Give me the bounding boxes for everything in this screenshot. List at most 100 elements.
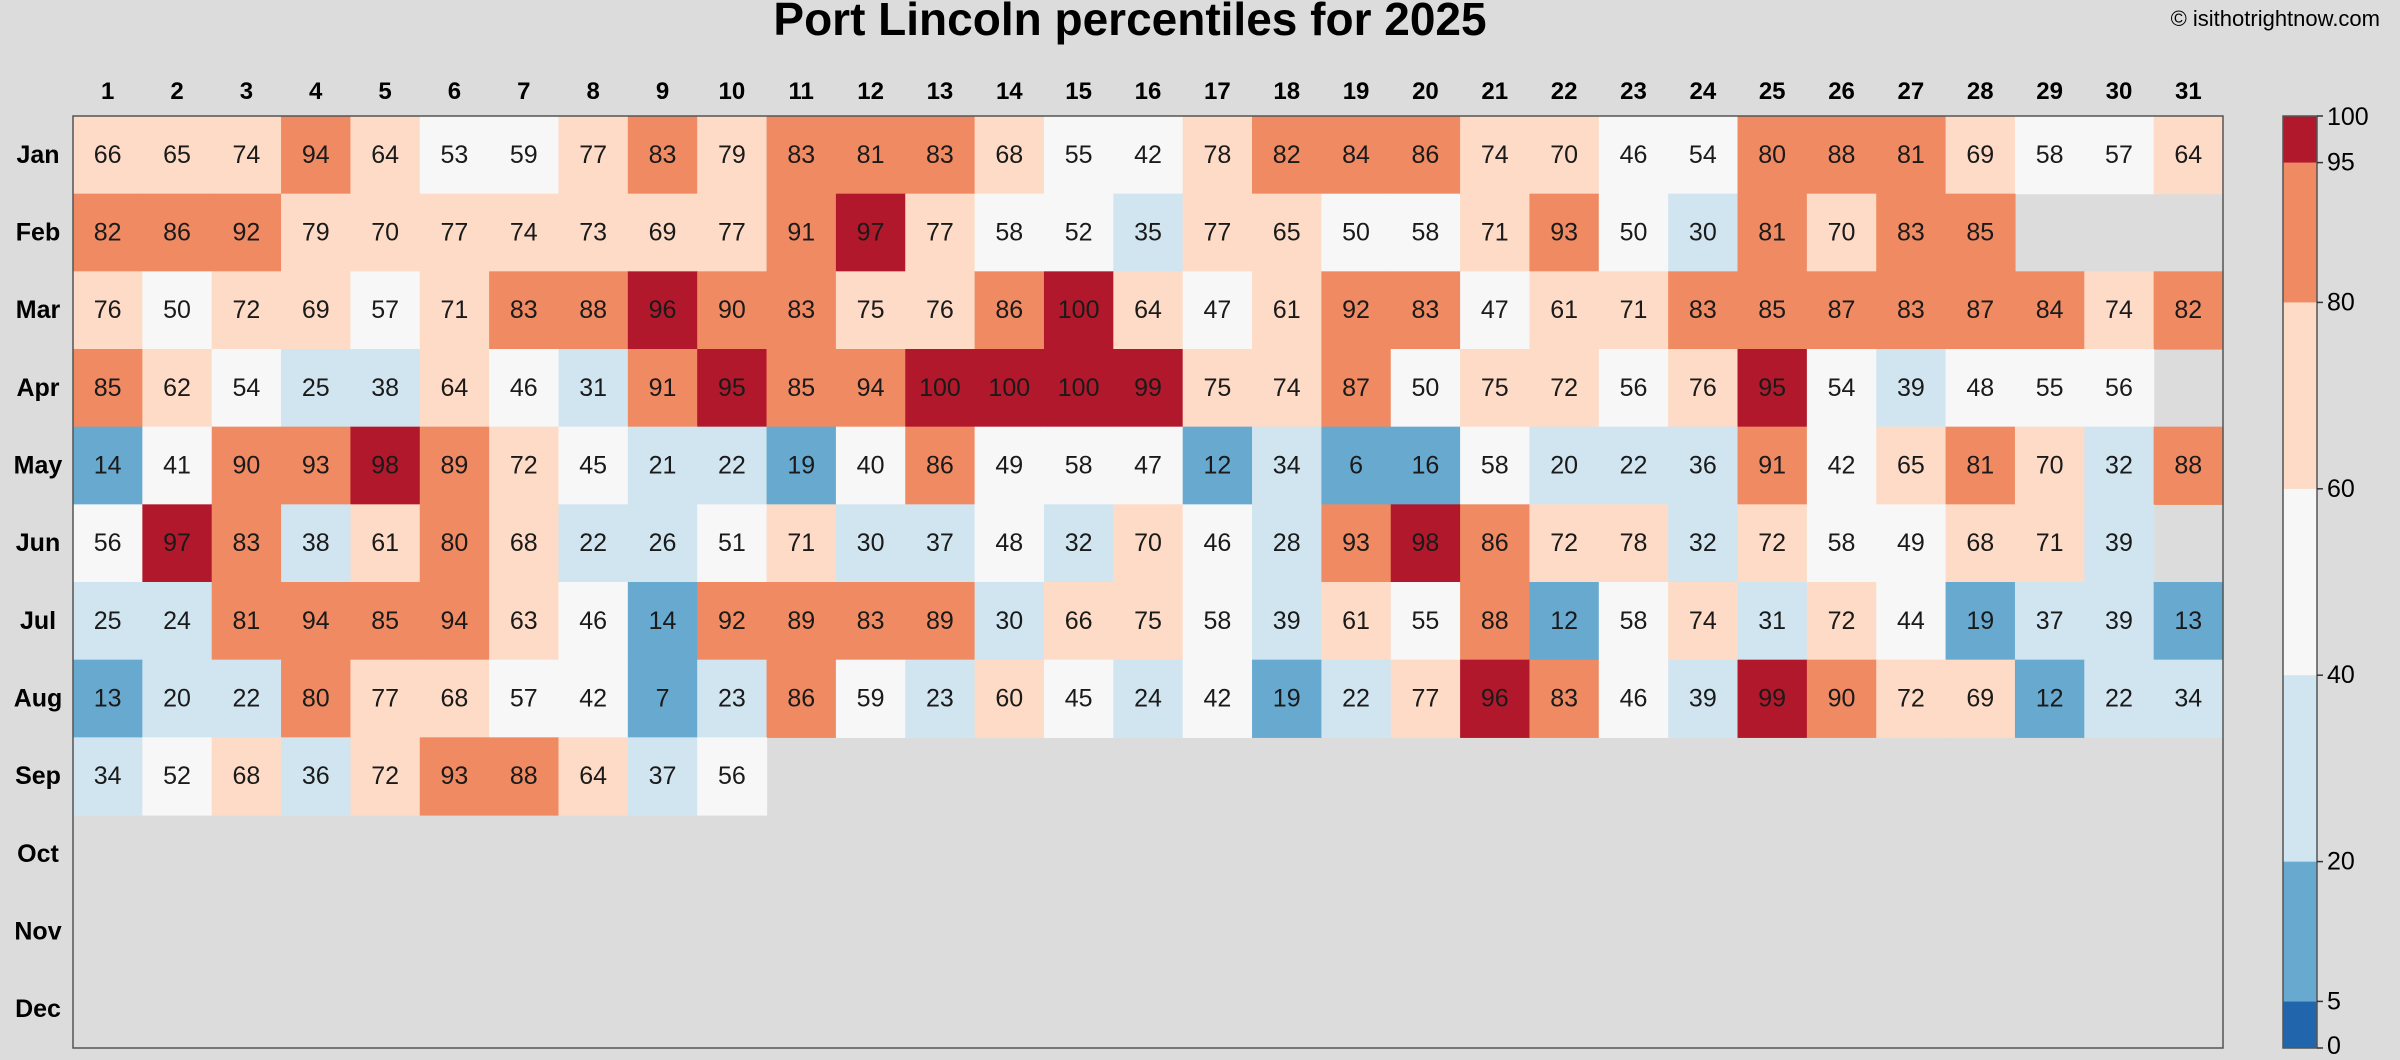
heatmap-cell <box>558 582 629 661</box>
cell-value-label: 75 <box>1481 374 1509 402</box>
cell-value-label: 54 <box>1689 141 1717 169</box>
heatmap-cell <box>1113 349 1184 428</box>
cell-value-label: 72 <box>232 296 260 324</box>
day-label: 24 <box>1689 78 1716 105</box>
cell-value-label: 74 <box>232 141 260 169</box>
cell-value-label: 72 <box>510 452 538 480</box>
cell-value-label: 41 <box>163 452 191 480</box>
cell-value-label: 87 <box>1828 296 1856 324</box>
cell-value-label: 85 <box>94 374 122 402</box>
heatmap-cell <box>1945 271 2016 350</box>
cell-value-label: 19 <box>787 452 815 480</box>
heatmap-cell <box>1182 426 1253 505</box>
heatmap-cell <box>1529 349 1600 428</box>
heatmap-cell <box>1876 116 1947 195</box>
cell-value-label: 25 <box>302 374 330 402</box>
cell-value-label: 31 <box>579 374 607 402</box>
cell-value-label: 69 <box>302 296 330 324</box>
cell-value-label: 82 <box>2174 296 2202 324</box>
cell-value-label: 90 <box>1828 685 1856 713</box>
heatmap-cell <box>1321 504 1392 583</box>
heatmap-cell <box>905 426 976 505</box>
cell-value-label: 94 <box>857 374 885 402</box>
cell-value-label: 82 <box>94 219 122 247</box>
cell-value-label: 83 <box>1550 685 1578 713</box>
heatmap-cell <box>905 582 976 661</box>
heatmap-cell <box>1529 659 1600 738</box>
cell-value-label: 61 <box>1273 296 1301 324</box>
heatmap-cell <box>697 193 768 272</box>
cell-value-label: 39 <box>2105 607 2133 635</box>
heatmap-cell <box>1945 659 2016 738</box>
heatmap-cell <box>2153 582 2224 661</box>
cell-value-label: 76 <box>1689 374 1717 402</box>
cell-value-label: 70 <box>2036 452 2064 480</box>
cell-value-label: 55 <box>2036 374 2064 402</box>
colorbar-segment <box>2283 116 2317 163</box>
cell-value-label: 75 <box>1134 607 1162 635</box>
cell-value-label: 85 <box>787 374 815 402</box>
heatmap-cell <box>1390 426 1461 505</box>
heatmap-cell <box>1598 659 1669 738</box>
cell-value-label: 46 <box>1620 141 1648 169</box>
cell-value-label: 39 <box>2105 529 2133 557</box>
heatmap-cell <box>2153 116 2224 195</box>
heatmap-cell <box>419 193 490 272</box>
cell-value-label: 91 <box>787 219 815 247</box>
month-label: Jul <box>20 607 56 635</box>
heatmap-cell <box>558 426 629 505</box>
cell-value-label: 86 <box>787 685 815 713</box>
colorbar-segment <box>2283 675 2317 862</box>
month-axis: Jan Feb Mar Apr May Jun Jul Aug Sep Oct Nov Dec <box>14 141 63 1023</box>
heatmap-cell <box>350 271 421 350</box>
cell-value-label: 90 <box>232 452 260 480</box>
heatmap-cell <box>2084 271 2155 350</box>
heatmap-cell <box>1668 349 1739 428</box>
heatmap-cell <box>489 193 560 272</box>
cell-value-label: 96 <box>649 296 677 324</box>
cell-value-label: 84 <box>1342 141 1370 169</box>
heatmap-cell <box>627 193 698 272</box>
heatmap-cell <box>1806 659 1877 738</box>
day-label: 4 <box>309 78 323 105</box>
heatmap-cell <box>419 349 490 428</box>
cell-value-label: 100 <box>1058 296 1100 324</box>
heatmap-cell <box>1737 426 1808 505</box>
heatmap-cell <box>974 504 1045 583</box>
cell-value-label: 94 <box>441 607 469 635</box>
cell-value-label: 65 <box>163 141 191 169</box>
cell-value-label: 83 <box>787 296 815 324</box>
cell-value-label: 38 <box>371 374 399 402</box>
cell-value-label: 45 <box>579 452 607 480</box>
heatmap-cell <box>1113 582 1184 661</box>
heatmap-cell <box>1390 349 1461 428</box>
cell-value-label: 79 <box>718 141 746 169</box>
cell-value-label: 97 <box>857 219 885 247</box>
heatmap-cell <box>1252 116 1322 195</box>
heatmap-cell <box>1876 504 1947 583</box>
colorbar-segment <box>2283 302 2317 489</box>
cell-value-label: 20 <box>163 685 191 713</box>
day-label: 7 <box>517 78 530 105</box>
colorbar-segment <box>2283 488 2317 676</box>
heatmap-cell <box>1460 193 1531 272</box>
cell-value-label: 94 <box>302 607 330 635</box>
cell-value-label: 52 <box>163 762 191 790</box>
cell-value-label: 54 <box>1828 374 1856 402</box>
heatmap-cell <box>1529 426 1600 505</box>
cell-value-label: 66 <box>94 141 122 169</box>
cell-value-label: 22 <box>1342 685 1370 713</box>
heatmap-cell <box>1460 271 1531 350</box>
heatmap-cell <box>142 582 213 661</box>
heatmap-cell <box>2084 349 2155 428</box>
day-label: 12 <box>857 78 884 105</box>
heatmap-cell <box>1043 271 1114 350</box>
cell-value-label: 16 <box>1412 452 1440 480</box>
cell-value-label: 40 <box>857 452 885 480</box>
heatmap-cell <box>1321 116 1392 195</box>
heatmap-cell <box>1945 349 2016 428</box>
cell-value-label: 72 <box>1828 607 1856 635</box>
cell-value-label: 83 <box>1897 219 1925 247</box>
heatmap-cell <box>905 271 976 350</box>
colorbar-tick-label: 40 <box>2327 661 2355 689</box>
